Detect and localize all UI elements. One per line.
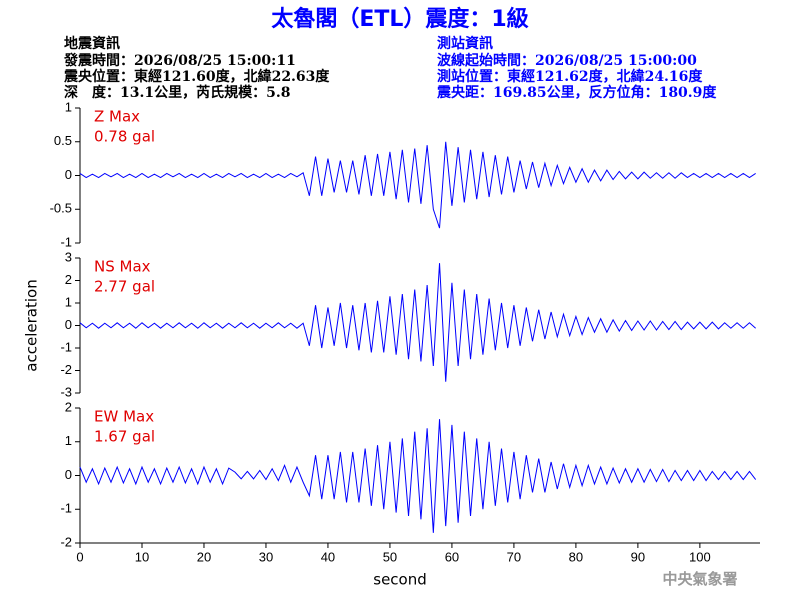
x-tick-label: 30	[259, 549, 273, 564]
station-line: 波線起始時間：2026/08/25 15:00:00	[437, 52, 697, 69]
max-label: EW Max	[94, 408, 154, 426]
x-tick-label: 20	[197, 549, 211, 564]
y-tick-label: 1	[65, 99, 72, 114]
info-line: 地震資訊	[64, 35, 120, 52]
info-line: 發震時間：2026/08/25 15:00:11	[63, 52, 296, 69]
max-label: 2.77 gal	[94, 278, 155, 296]
x-tick-label: 70	[507, 549, 521, 564]
y-tick-label: 1	[65, 294, 72, 309]
x-tick-label: 40	[321, 549, 335, 564]
y-tick-label: -1	[60, 339, 72, 354]
x-tick-label: 80	[569, 549, 583, 564]
max-label: NS Max	[94, 258, 151, 276]
x-tick-label: 10	[135, 549, 149, 564]
station-line: 測站位置：東經121.62度，北緯24.16度	[437, 68, 703, 85]
y-tick-label: -1	[60, 501, 72, 516]
x-tick-label: 60	[445, 549, 459, 564]
y-label: acceleration	[23, 279, 41, 371]
y-tick-label: -1	[60, 234, 72, 249]
y-tick-label: -0.5	[50, 201, 72, 216]
max-label: Z Max	[94, 108, 140, 126]
y-tick-label: 2	[65, 399, 72, 414]
title: 太魯閣（ETL）震度：1級	[271, 6, 528, 32]
x-tick-label: 90	[631, 549, 645, 564]
waveform	[79, 141, 756, 229]
credit: 中央氣象署	[662, 570, 737, 588]
x-tick-label: 50	[383, 549, 397, 564]
max-label: 0.78 gal	[94, 128, 155, 146]
waveform	[79, 419, 757, 533]
y-tick-label: 3	[65, 249, 72, 264]
y-tick-label: 0.5	[54, 133, 72, 148]
y-tick-label: 1	[65, 433, 72, 448]
waveform	[79, 263, 756, 382]
station-line: 震央距：169.85公里，反方位角：180.9度	[436, 84, 717, 101]
y-tick-label: 2	[65, 272, 72, 287]
x-tick-label: 100	[689, 549, 711, 564]
y-tick-label: -2	[60, 362, 72, 377]
y-tick-label: -3	[60, 384, 72, 399]
y-tick-label: 0	[65, 467, 72, 482]
y-tick-label: -2	[60, 534, 72, 549]
info-line: 震央位置：東經121.60度，北緯22.63度	[63, 68, 330, 85]
info-line: 深 度：13.1公里，芮氏規模：5.8	[64, 84, 290, 101]
y-tick-label: 0	[65, 317, 72, 332]
x-tick-label: 0	[76, 549, 83, 564]
max-label: 1.67 gal	[94, 428, 155, 446]
y-tick-label: 0	[65, 167, 72, 182]
station-line: 測站資訊	[437, 35, 493, 52]
x-label: second	[373, 571, 427, 589]
